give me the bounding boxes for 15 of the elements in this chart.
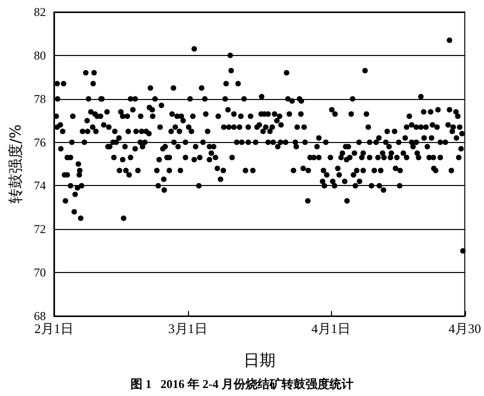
x-tick-label: 4月1日 [311, 321, 350, 336]
y-tick-label: 70 [34, 266, 46, 280]
x-tick-label: 2月1日 [34, 321, 74, 336]
y-tick-label: 74 [34, 178, 46, 193]
y-tick-label: 68 [34, 309, 46, 323]
y-tick-label: 78 [34, 92, 46, 106]
y-tick-label: 80 [34, 48, 46, 62]
y-tick-label: 72 [34, 222, 46, 236]
y-axis-title: 转鼓强度/% [6, 124, 24, 204]
y-tick-label: 82 [34, 5, 46, 19]
x-tick-label: 4月30 [448, 321, 481, 336]
y-tick-label: 76 [34, 135, 46, 150]
x-axis-title: 日期 [243, 350, 276, 370]
caption: 图 1 2016 年 2-4 月份烧结矿转鼓强度统计 [130, 377, 354, 391]
x-tick-label: 3月1日 [168, 321, 208, 336]
